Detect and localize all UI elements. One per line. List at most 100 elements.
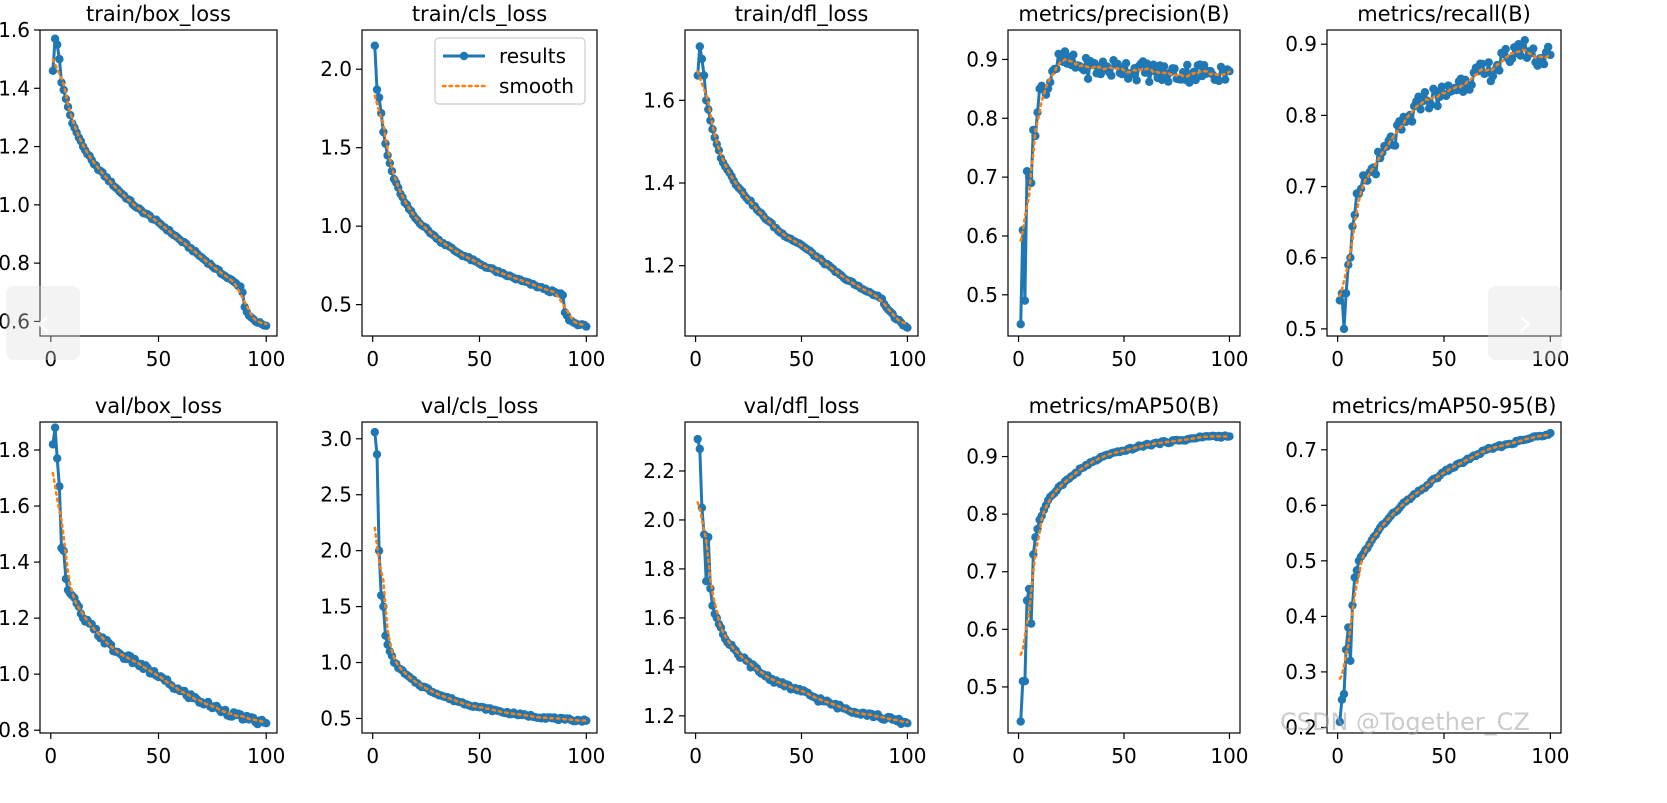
y-tick-label: 2.0 [320, 57, 352, 81]
results-point [50, 423, 60, 432]
y-tick-label: 0.3 [1285, 660, 1317, 684]
y-tick-label: 1.8 [643, 557, 675, 581]
smooth-line [1019, 58, 1231, 242]
results-point [55, 482, 64, 491]
subplot-title: metrics/recall(B) [1357, 2, 1531, 26]
results-point [1507, 54, 1517, 63]
subplot-title: val/box_loss [95, 394, 222, 419]
axes-frame [684, 29, 919, 337]
results-line [1019, 50, 1231, 325]
x-tick-label: 0 [44, 744, 57, 768]
results-point [1437, 82, 1447, 91]
results-point [1495, 66, 1504, 75]
results-point [1420, 88, 1430, 97]
results-point [1225, 432, 1234, 441]
subplot-metrics-recall-b-: metrics/recall(B) 0 50 100 0.5 0.6 0.7 0.8 0.9 [1285, 2, 1569, 371]
results-point [1501, 44, 1510, 54]
y-tick-label: 1.6 [643, 88, 675, 112]
y-tick-label: 0.4 [1285, 604, 1317, 628]
x-tick-label: 100 [567, 347, 605, 371]
results-point [1427, 100, 1436, 109]
subplot-title: train/cls_loss [412, 2, 547, 27]
results-point [1341, 289, 1351, 298]
results-point [262, 719, 271, 728]
x-tick-label: 0 [366, 347, 379, 371]
subplot-title: val/cls_loss [421, 394, 539, 419]
results-point [91, 624, 101, 634]
results-point [1157, 75, 1167, 85]
results-point [693, 434, 702, 444]
y-tick-label: 1.4 [643, 171, 675, 195]
y-tick-label: 0.5 [320, 706, 352, 730]
results-point [1339, 324, 1349, 334]
results-point [1170, 64, 1179, 73]
y-tick-label: 1.6 [643, 606, 675, 630]
results-point [1221, 75, 1230, 84]
results-point [1516, 51, 1525, 60]
results-point [1016, 717, 1025, 726]
results-point [1113, 59, 1122, 69]
y-tick-label: 0.9 [1285, 32, 1317, 56]
results-point [699, 71, 709, 80]
results-point [1083, 74, 1093, 84]
y-tick-label: 0.6 [966, 617, 998, 641]
smooth-line [696, 70, 909, 326]
results-point [1121, 59, 1131, 68]
x-tick-label: 100 [567, 744, 605, 768]
x-tick-label: 50 [789, 347, 814, 371]
y-tick-label: 0.8 [966, 106, 998, 130]
results-point [1346, 656, 1355, 665]
results-point [48, 66, 58, 76]
x-tick-label: 50 [1111, 347, 1136, 371]
smooth-line [51, 471, 268, 724]
results-point [903, 323, 912, 332]
y-tick-label: 1.5 [320, 136, 352, 160]
results-point [1159, 62, 1169, 71]
y-tick-label: 2.5 [320, 483, 352, 507]
x-tick-label: 50 [1111, 744, 1136, 768]
y-tick-label: 1.0 [0, 193, 30, 217]
y-tick-label: 1.2 [643, 704, 675, 728]
subplot-title: metrics/mAP50(B) [1029, 394, 1220, 418]
y-tick-label: 1.5 [320, 595, 352, 619]
x-tick-label: 100 [247, 744, 285, 768]
y-tick-label: 0.9 [966, 47, 998, 71]
y-tick-label: 0.6 [1285, 246, 1317, 270]
subplot-train-box-loss: train/box_loss 0 50 100 0.6 0.8 1.0 1.2 1.4 1.6 [0, 2, 285, 371]
y-tick-label: 0.6 [1285, 493, 1317, 517]
results-line [696, 45, 909, 329]
results-point [1107, 71, 1116, 80]
results-point [1433, 101, 1442, 111]
smooth-line [373, 94, 588, 327]
results-point [1079, 66, 1089, 75]
results-point [372, 85, 382, 94]
y-tick-label: 0.7 [966, 165, 998, 189]
subplot-title: val/dfl_loss [744, 394, 860, 419]
previous-image-button[interactable]: ‹ [6, 286, 80, 360]
results-point [1544, 42, 1553, 52]
results-point [53, 454, 62, 463]
next-image-button[interactable]: › [1488, 286, 1562, 360]
results-point [1132, 76, 1141, 85]
x-tick-label: 0 [1012, 744, 1025, 768]
y-tick-label: 0.5 [320, 293, 352, 317]
x-tick-label: 100 [888, 347, 926, 371]
y-tick-label: 1.2 [0, 135, 30, 159]
x-tick-label: 50 [467, 347, 492, 371]
y-tick-label: 0.6 [0, 309, 30, 333]
results-point [1533, 61, 1542, 70]
results-point [1214, 76, 1224, 86]
results-point [582, 322, 591, 331]
y-tick-label: 1.4 [643, 655, 675, 679]
results-point [372, 450, 382, 459]
results-point [48, 440, 58, 449]
results-point [1335, 717, 1345, 727]
x-tick-label: 100 [1531, 744, 1569, 768]
results-point [1018, 225, 1027, 235]
subplot-metrics-map50-95-b-: metrics/mAP50-95(B) 0 50 100 0.2 0.3 0.4 0.5 0.6… [1285, 394, 1569, 768]
results-point [1407, 117, 1417, 126]
results-point [1350, 573, 1359, 582]
x-tick-label: 50 [467, 744, 492, 768]
x-tick-label: 0 [689, 347, 702, 371]
